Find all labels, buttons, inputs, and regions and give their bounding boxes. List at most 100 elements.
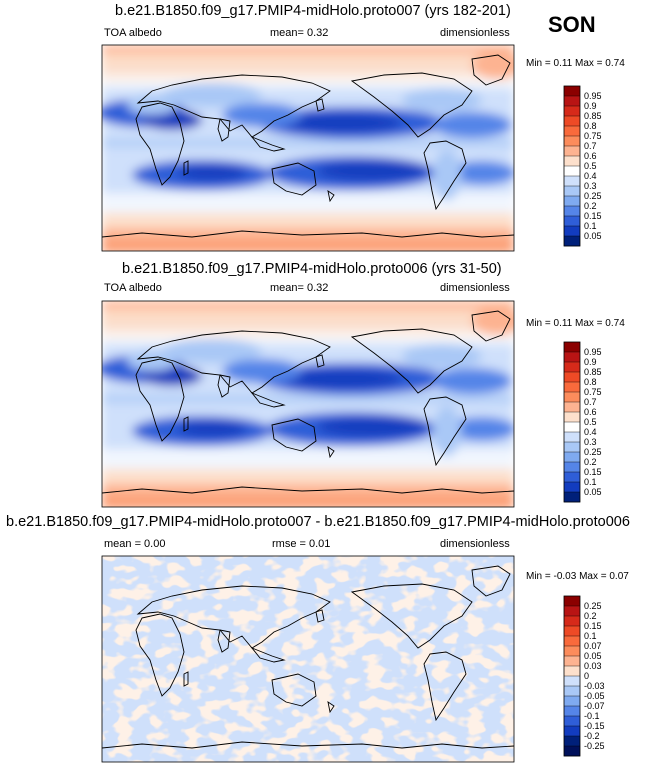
- panel-2-colorbar-swatch: [564, 462, 580, 473]
- panel-2-coastlines: [101, 310, 515, 494]
- panel-2-colorbar-label: 0.95: [584, 347, 602, 357]
- panel-2-colorbar-swatch: [564, 372, 580, 383]
- panel-2-variable-label: TOA albedo: [104, 282, 162, 294]
- panel-2-colorbar-label: 0.75: [584, 387, 602, 397]
- coastline-segment-7: [423, 140, 467, 211]
- panel-3-units-label: dimensionless: [440, 538, 510, 550]
- panel-3-colorbar-swatch: [564, 696, 580, 707]
- panel-1-coastlines: [101, 54, 515, 238]
- panel-1-colorbar-swatch: [564, 166, 580, 177]
- panel-3-minmax: Min = -0.03 Max = 0.07: [526, 571, 629, 582]
- panel-2-colorbar-label: 0.7: [584, 397, 597, 407]
- panel-1-colorbar-swatch: [564, 206, 580, 217]
- panel-3-coastlines: [101, 565, 515, 749]
- panel-2-colorbar-label: 0.6: [584, 407, 597, 417]
- panel-2-colorbar-label: 0.9: [584, 357, 597, 367]
- panel-2-mean-label: mean= 0.32: [270, 282, 329, 294]
- coastline-segment-8: [471, 54, 511, 86]
- panel-1-colorbar-swatch: [564, 226, 580, 237]
- panel-1-colorbar-swatch: [564, 106, 580, 117]
- panel-2-colorbar-label: 0.4: [584, 427, 597, 437]
- coastline-segment-6: [350, 583, 473, 649]
- panel-1-colorbar-swatch: [564, 156, 580, 167]
- panel-1-colorbar-label: 0.25: [584, 191, 602, 201]
- panel-2-colorbar-label: 0.8: [584, 377, 597, 387]
- panel-3-colorbar-label: 0.05: [584, 651, 602, 661]
- panel-3-map: [102, 556, 514, 762]
- panel-1-colorbar-swatch: [564, 126, 580, 137]
- coastline-segment-7: [423, 651, 467, 722]
- panel-2-units-label: dimensionless: [440, 282, 510, 294]
- panel-1-colorbar-swatch: [564, 116, 580, 127]
- panel-3-frame: [101, 555, 515, 763]
- coastline-segment-6: [350, 328, 473, 394]
- panel-1-colorbar-label: 0.85: [584, 111, 602, 121]
- panel-2-colorbar-label: 0.3: [584, 437, 597, 447]
- panel-2-colorbar-label: 0.85: [584, 367, 602, 377]
- panel-1-colorbar-swatch: [564, 186, 580, 197]
- panel-1-variable-label: TOA albedo: [104, 27, 162, 39]
- panel-3-colorbar-label: -0.2: [584, 731, 600, 741]
- coastline-segment-3: [217, 629, 231, 653]
- panel-2-colorbar-swatch: [564, 442, 580, 453]
- panel-3-colorbar-label: -0.15: [584, 721, 605, 731]
- panel-1-colorbar-swatch: [564, 86, 580, 97]
- panel-2-colorbar-swatch: [564, 452, 580, 463]
- panel-1-colorbar-label: 0.3: [584, 181, 597, 191]
- panel-2-colorbar-swatch: [564, 472, 580, 483]
- panel-2-colorbar-label: 0.5: [584, 417, 597, 427]
- panel-1-colorbar-swatch: [564, 196, 580, 207]
- panel-3-colorbar-label: -0.07: [584, 701, 605, 711]
- panel-1-colorbar-label: 0.5: [584, 161, 597, 171]
- panel-1-mean-label: mean= 0.32: [270, 27, 329, 39]
- coastline-segment-8: [471, 310, 511, 342]
- panel-2-colorbar-label: 0.2: [584, 457, 597, 467]
- panel-3-colorbar-swatch: [564, 636, 580, 647]
- coastline-segment-9: [101, 486, 515, 494]
- panel-2-colorbar-swatch: [564, 362, 580, 373]
- coastline-segment-6: [350, 72, 473, 138]
- panel-3-colorbar-label: 0.03: [584, 661, 602, 671]
- panel-2-colorbar-label: 0.1: [584, 477, 597, 487]
- coastline-segment-5: [271, 673, 317, 707]
- panel-3-colorbar-swatch: [564, 646, 580, 657]
- coastline-segment-10: [315, 354, 325, 368]
- panel-3-colorbar-swatch: [564, 706, 580, 717]
- panel-1-colorbar-label: 0.2: [584, 201, 597, 211]
- panel-2-colorbar-swatch: [564, 432, 580, 443]
- panel-1-colorbar-label: 0.4: [584, 171, 597, 181]
- panel-2-colorbar-swatch: [564, 342, 580, 353]
- coastline-segment-2: [136, 585, 331, 649]
- panel-3-colorbar-label: 0.1: [584, 631, 597, 641]
- panel-1-colorbar-label: 0.75: [584, 131, 602, 141]
- panel-1-units-label: dimensionless: [440, 27, 510, 39]
- panel-2-colorbar-swatch: [564, 402, 580, 413]
- panel-2-colorbar-swatch: [564, 482, 580, 493]
- panel-3-colorbar-label: -0.25: [584, 741, 605, 751]
- coastline-segment-10: [315, 609, 325, 623]
- panel-2-minmax: Min = 0.11 Max = 0.74: [526, 318, 625, 329]
- panel-3-colorbar-swatch: [564, 676, 580, 687]
- panel-3-colorbar-label: -0.03: [584, 681, 605, 691]
- panel-3-colorbar-swatch: [564, 626, 580, 637]
- panel-3-colorbar-swatch: [564, 726, 580, 737]
- panel-1-colorbar-label: 0.9: [584, 101, 597, 111]
- panel-3-colorbar-swatch: [564, 616, 580, 627]
- panel-3-mean-label: mean = 0.00: [104, 538, 166, 550]
- panel-3-colorbar-swatch: [564, 746, 580, 757]
- coastline-segment-12: [183, 416, 189, 432]
- panel-2-colorbar-swatch: [564, 422, 580, 433]
- panel-2-map: [102, 301, 514, 507]
- panel-2-colorbar-label: 0.05: [584, 487, 602, 497]
- coastline-segment-1: [135, 358, 185, 442]
- panel-1-colorbar-label: 0.1: [584, 221, 597, 231]
- panel-3-colorbar-swatch: [564, 736, 580, 747]
- coastline-segment-11: [327, 701, 335, 714]
- coastline-segment-2: [136, 330, 331, 394]
- coastline-segment-5: [271, 418, 317, 452]
- panel-1-frame: [101, 44, 515, 252]
- season-label: SON: [548, 12, 596, 37]
- panel-1-minmax: Min = 0.11 Max = 0.74: [526, 58, 625, 69]
- coastline-segment-7: [423, 396, 467, 467]
- coastline-segment-8: [471, 565, 511, 597]
